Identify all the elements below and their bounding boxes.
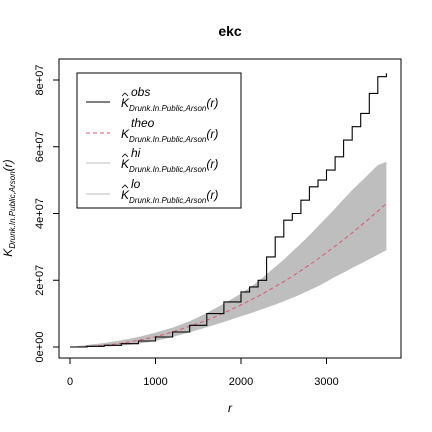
- legend-item-hi: KDrunk.In.Public,Arson(r)hi: [86, 146, 218, 174]
- legend-label: KDrunk.In.Public,Arson(r): [121, 96, 218, 113]
- legend-hat-accent: [121, 92, 129, 97]
- chart-title: ekc: [218, 23, 242, 39]
- y-tick-label: 4e+07: [34, 198, 46, 229]
- legend-item-lo: KDrunk.In.Public,Arson(r)lo: [86, 177, 218, 205]
- legend-superscript: hi: [131, 146, 141, 160]
- legend-label: KDrunk.In.Public,Arson(r): [121, 188, 218, 205]
- legend-label: KDrunk.In.Public,Arson(r): [121, 157, 218, 174]
- legend-symbol: K: [121, 96, 130, 110]
- series-line-theo: [69, 203, 387, 348]
- legend-hat-accent: [121, 184, 129, 189]
- series-line-obs: [70, 73, 387, 348]
- x-tick-label: 2000: [229, 376, 253, 388]
- y-tick-label: 0e+00: [34, 332, 46, 363]
- y-tick-label: 8e+07: [34, 65, 46, 96]
- legend-suffix: (r): [206, 96, 218, 110]
- legend-subscript: Drunk.In.Public,Arson: [129, 135, 207, 144]
- legend-label: KDrunk.In.Public,Arson(r): [121, 127, 218, 144]
- y-axis-label-subscript: Drunk.In.Public,Arson: [8, 171, 17, 249]
- legend-subscript: Drunk.In.Public,Arson: [129, 196, 207, 205]
- x-tick-label: 3000: [314, 376, 338, 388]
- legend-item-obs: KDrunk.In.Public,Arson(r)obs: [86, 85, 218, 113]
- x-axis: 0 1000 2000 3000: [67, 357, 339, 388]
- legend-symbol: K: [121, 188, 130, 202]
- x-tick-label: 1000: [143, 376, 167, 388]
- legend-box: [76, 72, 242, 209]
- legend-item-theo: KDrunk.In.Public,Arson(r)theo: [86, 116, 218, 144]
- legend-subscript: Drunk.In.Public,Arson: [129, 104, 207, 113]
- y-axis-label: KDrunk.In.Public,Arson(r): [1, 159, 17, 256]
- legend-hat-accent: [121, 153, 129, 158]
- y-axis-label-base: K: [1, 248, 15, 257]
- y-tick-label: 6e+07: [34, 131, 46, 162]
- y-axis-label-suffix: (r): [1, 159, 15, 171]
- legend-symbol: K: [121, 157, 130, 171]
- legend-superscript: lo: [131, 177, 141, 191]
- legend-subscript: Drunk.In.Public,Arson: [129, 165, 207, 174]
- x-tick-label: 0: [67, 376, 73, 388]
- y-tick-label: 2e+07: [34, 265, 46, 296]
- x-axis-label: r: [228, 401, 233, 415]
- legend-superscript: theo: [131, 116, 155, 130]
- legend-symbol: K: [121, 127, 130, 141]
- legend-superscript: obs: [131, 85, 150, 99]
- legend-suffix: (r): [206, 188, 218, 202]
- envelope-band: [70, 161, 387, 347]
- plot-area: [69, 73, 387, 348]
- legend-suffix: (r): [206, 127, 218, 141]
- legend-suffix: (r): [206, 157, 218, 171]
- y-axis: 0e+00 2e+07 4e+07 6e+07 8e+07: [34, 65, 60, 363]
- legend: KDrunk.In.Public,Arson(r)obsKDrunk.In.Pu…: [76, 72, 242, 209]
